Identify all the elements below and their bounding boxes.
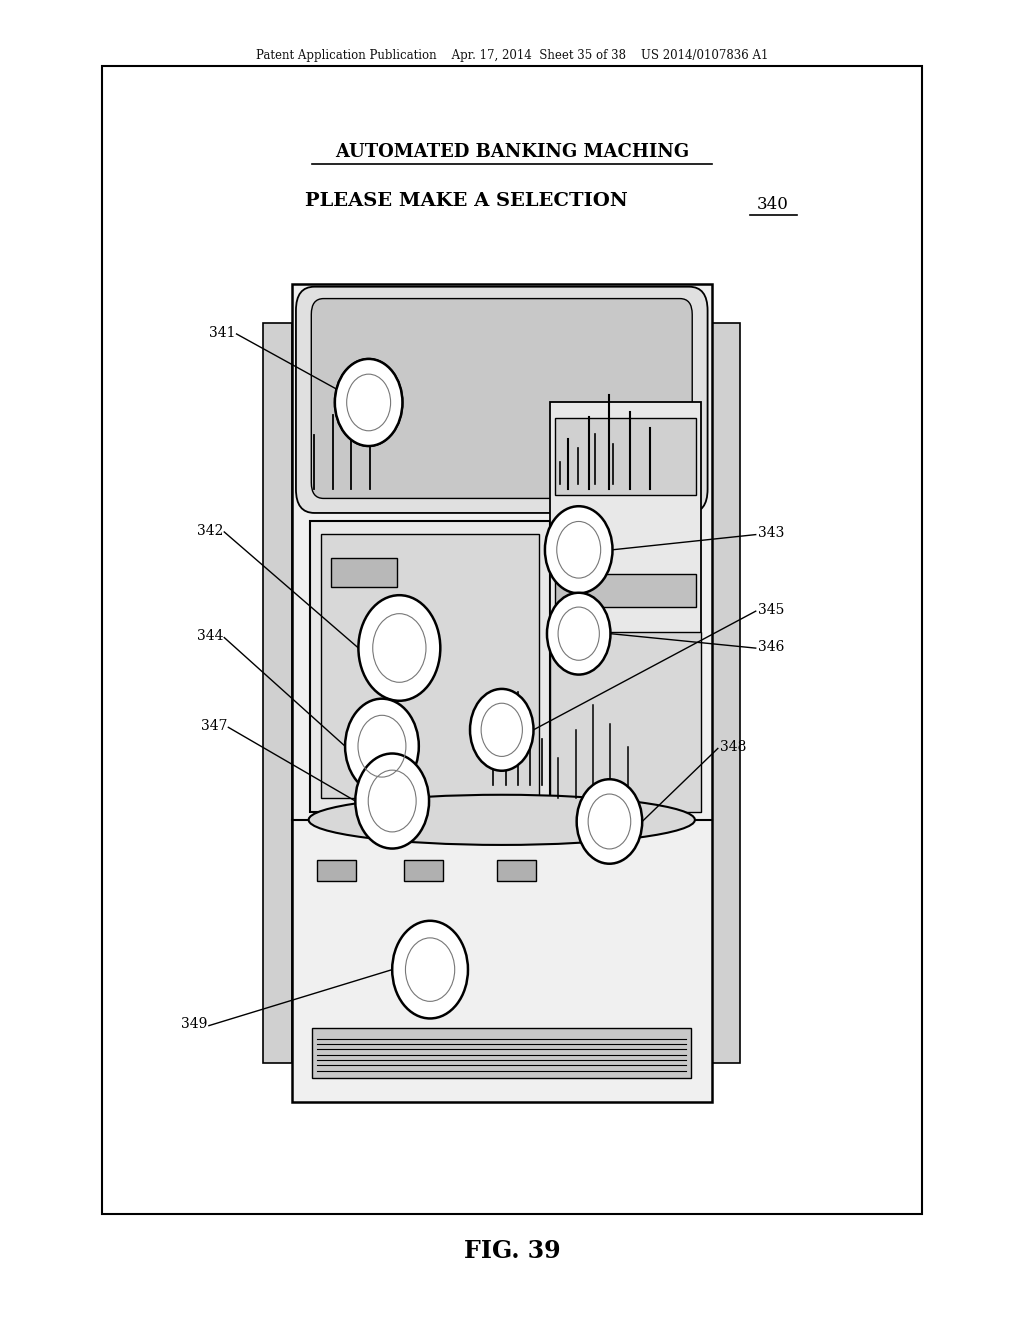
FancyBboxPatch shape xyxy=(296,286,708,513)
Circle shape xyxy=(335,359,402,446)
Text: 343: 343 xyxy=(758,527,784,540)
Text: 340: 340 xyxy=(757,197,790,213)
Circle shape xyxy=(577,779,642,863)
Circle shape xyxy=(348,376,389,429)
Text: 344: 344 xyxy=(197,630,223,643)
Bar xyxy=(712,323,740,1063)
Circle shape xyxy=(358,595,440,701)
Bar xyxy=(331,558,397,587)
Text: FIG. 39: FIG. 39 xyxy=(464,1239,560,1263)
Bar xyxy=(310,521,550,812)
FancyBboxPatch shape xyxy=(311,298,692,499)
Text: 349: 349 xyxy=(181,1018,208,1031)
Bar xyxy=(550,403,701,812)
Text: AUTOMATED BANKING MACHING: AUTOMATED BANKING MACHING xyxy=(335,143,689,161)
Text: Patent Application Publication    Apr. 17, 2014  Sheet 35 of 38    US 2014/01078: Patent Application Publication Apr. 17, … xyxy=(256,49,768,62)
Bar xyxy=(317,861,356,882)
Text: 347: 347 xyxy=(201,719,227,733)
Bar xyxy=(555,418,696,495)
Circle shape xyxy=(470,689,534,771)
Text: 345: 345 xyxy=(758,603,784,616)
Bar xyxy=(292,284,712,1102)
Bar xyxy=(102,66,922,1214)
Circle shape xyxy=(335,359,402,446)
Text: PLEASE MAKE A SELECTION: PLEASE MAKE A SELECTION xyxy=(304,191,628,210)
Circle shape xyxy=(355,754,429,849)
Bar xyxy=(497,861,536,882)
Circle shape xyxy=(547,593,610,675)
Text: 346: 346 xyxy=(758,640,784,653)
Circle shape xyxy=(545,507,612,593)
Ellipse shape xyxy=(308,795,695,845)
Text: 341: 341 xyxy=(209,326,236,339)
Circle shape xyxy=(392,921,468,1019)
Bar xyxy=(404,861,443,882)
Bar xyxy=(555,574,696,607)
Bar xyxy=(263,323,292,1063)
Text: 342: 342 xyxy=(197,524,223,537)
Text: 348: 348 xyxy=(720,741,746,754)
Bar xyxy=(321,535,540,799)
Circle shape xyxy=(345,698,419,793)
Bar xyxy=(312,1028,691,1078)
Bar xyxy=(550,632,701,812)
